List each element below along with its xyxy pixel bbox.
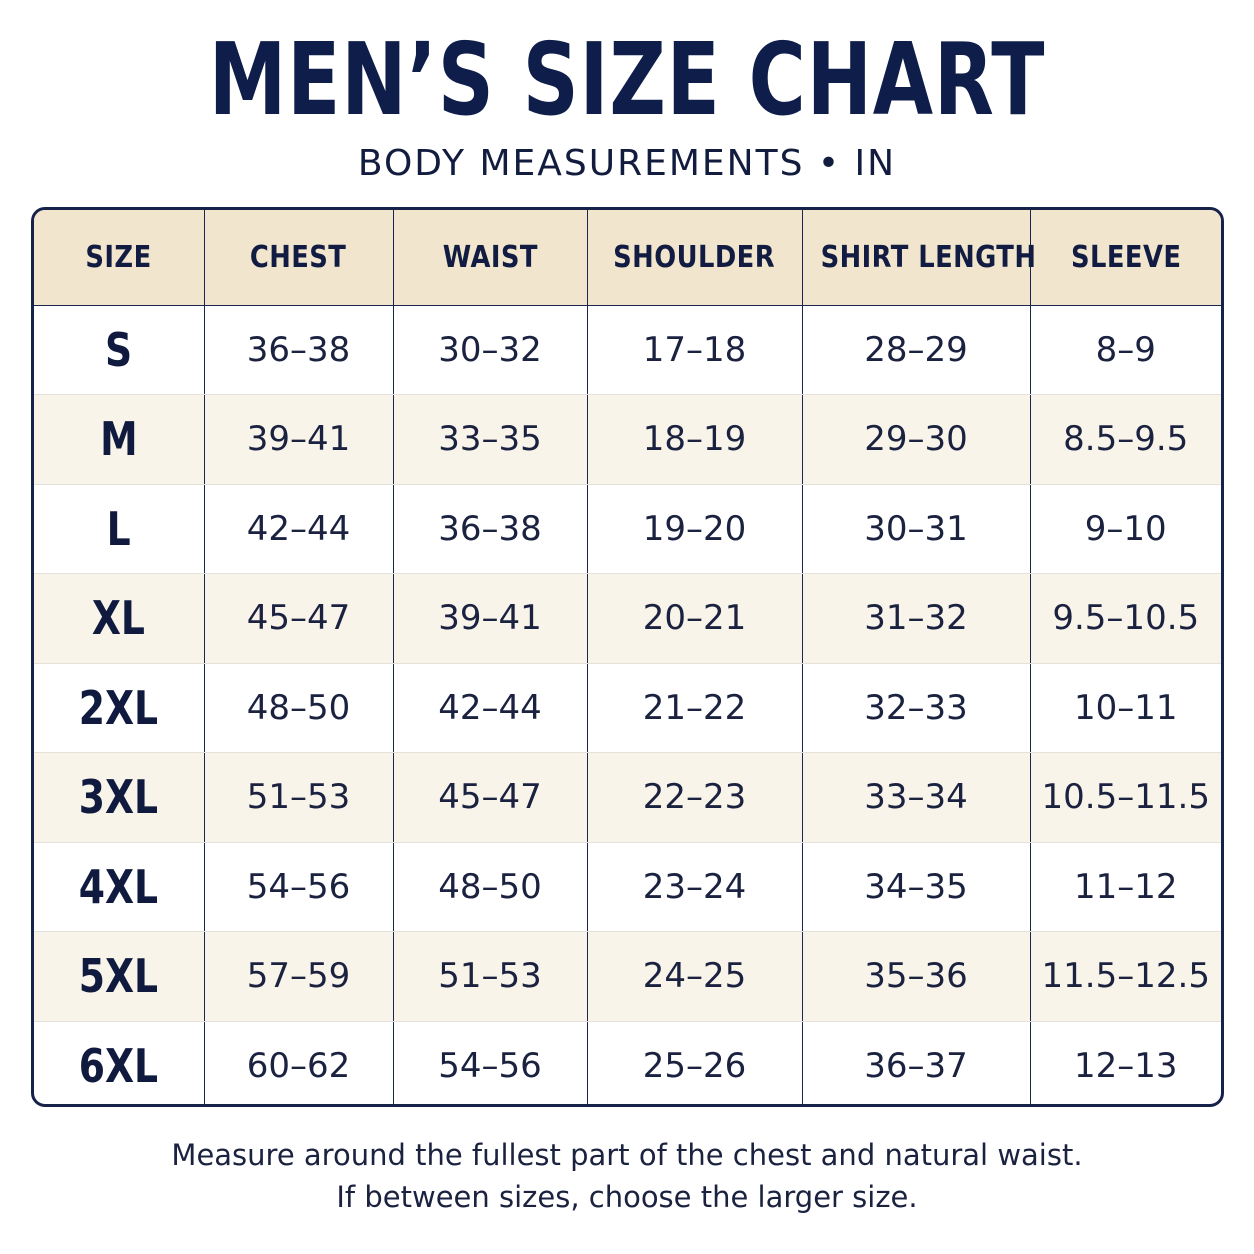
shoulder-cell: 17–18 xyxy=(587,305,803,395)
size-cell: 3XL xyxy=(34,752,205,843)
size-cell: XL xyxy=(34,573,205,664)
waist-cell: 45–47 xyxy=(393,752,588,843)
column-header-label: SHOULDER xyxy=(613,239,776,275)
table-row: 5XL 57–59 51–53 24–25 35–36 11.5–12.5 xyxy=(34,931,1221,1022)
column-header-label: SLEEVE xyxy=(1070,239,1181,275)
shoulder-cell: 19–20 xyxy=(587,484,803,574)
column-header-label: WAIST xyxy=(442,239,538,275)
sleeve-cell: 9.5–10.5 xyxy=(1030,573,1221,664)
chest-cell: 54–56 xyxy=(204,842,394,932)
size-label: 4XL xyxy=(79,859,159,914)
shoulder-cell: 23–24 xyxy=(587,842,803,932)
shirt-length-cell: 30–31 xyxy=(802,484,1031,574)
table-row: 2XL 48–50 42–44 21–22 32–33 10–11 xyxy=(34,663,1221,753)
chest-cell: 36–38 xyxy=(204,305,394,395)
table-row: 3XL 51–53 45–47 22–23 33–34 10.5–11.5 xyxy=(34,752,1221,843)
column-header-size: SIZE xyxy=(34,210,205,306)
column-header-shoulder: SHOULDER xyxy=(587,210,803,306)
size-table: SIZE CHEST WAIST SHOULDER SHIRT LENGTH S… xyxy=(34,210,1221,1104)
waist-cell: 36–38 xyxy=(393,484,588,574)
sleeve-cell: 8.5–9.5 xyxy=(1030,394,1221,485)
table-row: XL 45–47 39–41 20–21 31–32 9.5–10.5 xyxy=(34,573,1221,664)
chest-cell: 51–53 xyxy=(204,752,394,843)
table-row: 4XL 54–56 48–50 23–24 34–35 11–12 xyxy=(34,842,1221,932)
size-label: L xyxy=(106,501,131,556)
table-row: S 36–38 30–32 17–18 28–29 8–9 xyxy=(34,305,1221,395)
size-cell: 5XL xyxy=(34,931,205,1022)
table-row: M 39–41 33–35 18–19 29–30 8.5–9.5 xyxy=(34,394,1221,485)
sizing-advice-note: If between sizes, choose the larger size… xyxy=(336,1180,918,1214)
column-header-label: SIZE xyxy=(85,239,152,275)
measurement-note: Measure around the fullest part of the c… xyxy=(171,1138,1083,1172)
waist-cell: 51–53 xyxy=(393,931,588,1022)
column-header-sleeve: SLEEVE xyxy=(1030,210,1221,306)
chest-cell: 60–62 xyxy=(204,1021,394,1104)
shoulder-cell: 25–26 xyxy=(587,1021,803,1104)
chest-cell: 45–47 xyxy=(204,573,394,664)
chest-cell: 48–50 xyxy=(204,663,394,753)
chest-cell: 39–41 xyxy=(204,394,394,485)
shirt-length-cell: 31–32 xyxy=(802,573,1031,664)
shoulder-cell: 20–21 xyxy=(587,573,803,664)
shoulder-cell: 21–22 xyxy=(587,663,803,753)
column-header-label: SHIRT LENGTH xyxy=(820,239,1036,275)
shirt-length-cell: 36–37 xyxy=(802,1021,1031,1104)
shoulder-cell: 22–23 xyxy=(587,752,803,843)
sleeve-cell: 8–9 xyxy=(1030,305,1221,395)
waist-cell: 48–50 xyxy=(393,842,588,932)
column-header-label: CHEST xyxy=(250,239,347,275)
column-header-waist: WAIST xyxy=(393,210,588,306)
size-label: XL xyxy=(92,591,146,646)
shirt-length-cell: 29–30 xyxy=(802,394,1031,485)
size-cell: S xyxy=(34,305,205,395)
chest-cell: 42–44 xyxy=(204,484,394,574)
shoulder-cell: 24–25 xyxy=(587,931,803,1022)
size-cell: L xyxy=(34,484,205,574)
waist-cell: 39–41 xyxy=(393,573,588,664)
size-cell: 4XL xyxy=(34,842,205,932)
size-table-container: SIZE CHEST WAIST SHOULDER SHIRT LENGTH S… xyxy=(31,207,1224,1107)
page-subtitle: BODY MEASUREMENTS • IN xyxy=(357,143,897,184)
size-label: 3XL xyxy=(79,770,159,825)
column-header-shirt-length: SHIRT LENGTH xyxy=(802,210,1035,306)
waist-cell: 33–35 xyxy=(393,394,588,485)
shoulder-cell: 18–19 xyxy=(587,394,803,485)
sleeve-cell: 11–12 xyxy=(1030,842,1221,932)
sleeve-cell: 9–10 xyxy=(1030,484,1221,574)
sleeve-cell: 10.5–11.5 xyxy=(1030,752,1221,843)
size-label: S xyxy=(105,322,133,377)
shirt-length-cell: 32–33 xyxy=(802,663,1031,753)
page-title: MEN’S SIZE CHART xyxy=(208,21,1046,138)
sleeve-cell: 10–11 xyxy=(1030,663,1221,753)
shirt-length-cell: 33–34 xyxy=(802,752,1031,843)
size-label: 6XL xyxy=(79,1039,159,1093)
size-cell: 2XL xyxy=(34,663,205,753)
size-label: 5XL xyxy=(79,949,159,1004)
sleeve-cell: 12–13 xyxy=(1073,1046,1178,1086)
table-row: 6XL 60–62 54–56 25–26 36–37 12–13 xyxy=(34,1021,1221,1104)
shirt-length-cell: 35–36 xyxy=(802,931,1031,1022)
table-header-row: SIZE CHEST WAIST SHOULDER SHIRT LENGTH S… xyxy=(34,210,1221,306)
waist-cell: 42–44 xyxy=(393,663,588,753)
column-header-chest: CHEST xyxy=(204,210,394,306)
table-row: L 42–44 36–38 19–20 30–31 9–10 xyxy=(34,484,1221,574)
waist-cell: 30–32 xyxy=(393,305,588,395)
size-cell: 6XL xyxy=(34,1021,205,1104)
shirt-length-cell: 34–35 xyxy=(802,842,1031,932)
size-cell: M xyxy=(34,394,205,485)
shirt-length-cell: 28–29 xyxy=(802,305,1031,395)
size-label: 2XL xyxy=(79,680,159,735)
waist-cell: 54–56 xyxy=(393,1021,588,1104)
sleeve-cell: 11.5–12.5 xyxy=(1030,931,1221,1022)
size-label: M xyxy=(99,412,138,467)
chest-cell: 57–59 xyxy=(204,931,394,1022)
